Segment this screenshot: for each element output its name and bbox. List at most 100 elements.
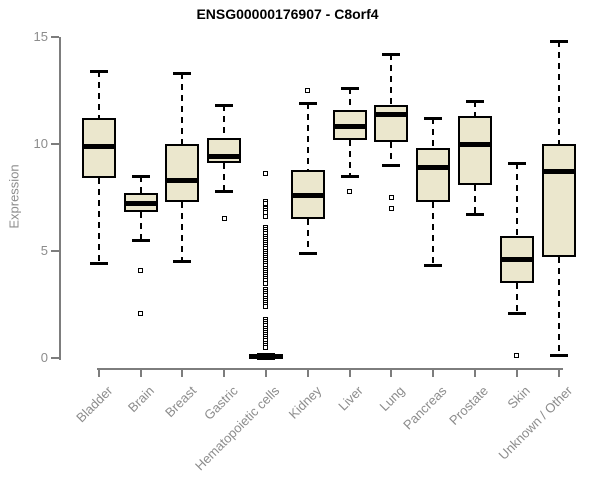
box-iqr — [207, 137, 242, 164]
median-line — [457, 141, 492, 147]
x-tick-label: Pancreas — [400, 383, 450, 433]
median-line — [374, 111, 409, 117]
lower-whisker — [557, 257, 560, 356]
outlier-point — [347, 188, 352, 194]
lower-whisker — [432, 201, 435, 266]
lower-whisker-cap — [89, 262, 108, 266]
lower-whisker — [306, 218, 309, 254]
x-axis-tick — [515, 368, 518, 377]
y-axis-line — [59, 37, 61, 360]
outlier-point — [388, 205, 394, 211]
outlier-point — [305, 88, 311, 93]
x-axis-tick — [264, 368, 267, 377]
x-tick-label: Skin — [504, 383, 534, 412]
lower-whisker — [223, 163, 226, 192]
x-axis-tick — [557, 368, 560, 377]
upper-whisker — [223, 105, 226, 138]
lower-whisker-cap — [382, 163, 401, 167]
x-tick-label: Prostate — [446, 383, 492, 428]
x-axis-tick — [348, 368, 351, 377]
upper-whisker — [181, 73, 184, 144]
x-axis-tick — [181, 368, 184, 377]
x-tick-label: Breast — [161, 383, 199, 421]
median-line — [123, 201, 158, 207]
median-line — [165, 177, 200, 183]
y-tick-label: 15 — [33, 29, 48, 44]
upper-whisker-cap — [382, 52, 401, 56]
median-line — [248, 353, 283, 359]
lower-whisker — [97, 178, 100, 264]
outlier-point — [138, 310, 143, 316]
lower-whisker-cap — [549, 354, 568, 358]
outlier-point — [263, 344, 269, 350]
upper-whisker-cap — [424, 116, 443, 120]
y-axis-tick — [51, 250, 59, 252]
upper-whisker-cap — [340, 86, 359, 90]
y-axis-tick — [51, 357, 59, 359]
x-tick-label: Lung — [376, 383, 408, 415]
upper-whisker-cap — [173, 71, 192, 75]
x-axis-tick — [390, 368, 393, 377]
lower-whisker-cap — [215, 189, 234, 193]
box-iqr — [457, 116, 492, 185]
upper-whisker — [139, 176, 142, 194]
y-tick-label: 0 — [40, 350, 48, 365]
lower-whisker — [181, 201, 184, 262]
x-axis-tick — [139, 368, 142, 377]
upper-whisker — [97, 71, 100, 119]
chart-title: ENSG00000176907 - C8orf4 — [196, 6, 379, 22]
x-axis-tick — [473, 368, 476, 377]
outlier-point — [221, 216, 227, 222]
upper-whisker-cap — [215, 103, 234, 107]
upper-whisker — [515, 163, 518, 236]
upper-whisker-cap — [465, 99, 484, 103]
lower-whisker-cap — [173, 260, 192, 264]
box-iqr — [165, 144, 200, 202]
upper-whisker-cap — [89, 69, 108, 73]
upper-whisker — [432, 118, 435, 149]
lower-whisker-cap — [131, 238, 150, 242]
median-line — [416, 165, 451, 171]
x-tick-label: Unknown / Other — [495, 383, 576, 463]
lower-whisker-cap — [507, 311, 526, 315]
lower-whisker-cap — [465, 213, 484, 217]
upper-whisker — [390, 54, 393, 106]
outlier-point — [388, 195, 394, 200]
x-axis-tick — [223, 368, 226, 377]
x-tick-label: Kidney — [285, 383, 325, 422]
x-axis-tick — [306, 368, 309, 377]
y-axis-tick — [51, 143, 59, 145]
upper-whisker-cap — [298, 101, 317, 105]
median-line — [207, 154, 242, 160]
median-line — [290, 192, 325, 198]
lower-whisker — [139, 212, 142, 241]
lower-whisker-cap — [424, 264, 443, 268]
lower-whisker — [473, 184, 476, 215]
x-tick-label: Liver — [335, 383, 367, 414]
y-tick-label: 5 — [40, 243, 48, 258]
outlier-point — [263, 171, 269, 177]
x-axis-line — [97, 368, 563, 370]
upper-whisker-cap — [507, 161, 526, 165]
box-iqr — [541, 144, 576, 258]
outlier-point — [263, 280, 269, 286]
lower-whisker — [390, 141, 393, 166]
outlier-point — [514, 353, 520, 359]
x-axis-tick — [432, 368, 435, 377]
median-line — [541, 169, 576, 175]
upper-whisker — [306, 103, 309, 170]
outlier-point — [263, 304, 269, 310]
median-line — [332, 124, 367, 130]
x-tick-label: Brain — [125, 383, 158, 416]
upper-whisker-cap — [131, 174, 150, 178]
x-tick-label: Bladder — [73, 383, 116, 426]
x-tick-label: Gastric — [200, 383, 241, 423]
outlier-point — [263, 214, 269, 220]
outlier-point — [138, 267, 143, 273]
lower-whisker — [348, 139, 351, 177]
median-line — [81, 143, 116, 149]
lower-whisker — [515, 283, 518, 314]
lower-whisker-cap — [298, 251, 317, 255]
